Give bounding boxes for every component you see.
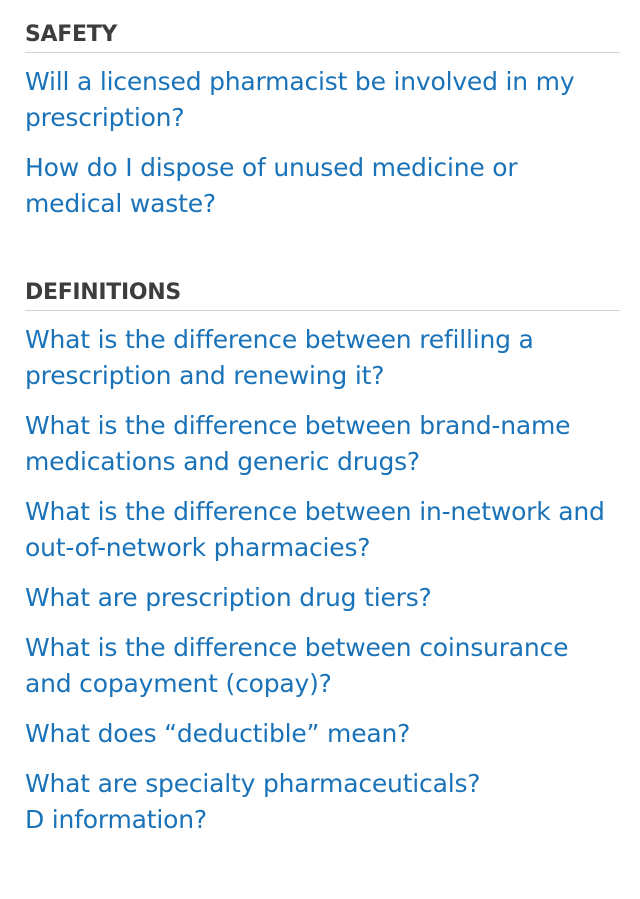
list-item: What does “deductible” mean? (25, 716, 620, 752)
faq-link-pharmacist-involvement[interactable]: Will a licensed pharmacist be involved i… (25, 67, 575, 132)
list-item: What is the difference between in-networ… (25, 494, 620, 566)
list-item: What is the difference between refilling… (25, 322, 620, 394)
list-item: What is the difference between coinsuran… (25, 630, 620, 702)
section-divider (25, 52, 620, 53)
list-item: Will a licensed pharmacist be involved i… (25, 64, 620, 136)
section-header-safety: SAFETY (25, 22, 118, 47)
list-item: What are specialty pharmaceuticals? D in… (25, 766, 620, 838)
list-item: What are prescription drug tiers? (25, 580, 620, 616)
faq-list-safety: Will a licensed pharmacist be involved i… (25, 64, 620, 222)
faq-link-coinsurance-vs-copay[interactable]: What is the difference between coinsuran… (25, 633, 569, 698)
faq-list-definitions: What is the difference between refilling… (25, 322, 620, 838)
section-safety: SAFETY Will a licensed pharmacist be inv… (25, 0, 620, 222)
faq-link-drug-tiers[interactable]: What are prescription drug tiers? (25, 583, 432, 612)
list-item: How do I dispose of unused medicine or m… (25, 150, 620, 222)
faq-link-deductible[interactable]: What does “deductible” mean? (25, 719, 411, 748)
faq-link-refill-vs-renew[interactable]: What is the difference between refilling… (25, 325, 534, 390)
section-definitions: DEFINITIONS What is the difference betwe… (25, 236, 620, 838)
faq-link-brand-vs-generic[interactable]: What is the difference between brand-nam… (25, 411, 571, 476)
faq-link-network-pharmacies[interactable]: What is the difference between in-networ… (25, 497, 605, 562)
section-header-definitions: DEFINITIONS (25, 280, 181, 305)
faq-link-specialty-pharmaceuticals[interactable]: What are specialty pharmaceuticals? D in… (25, 769, 481, 834)
faq-link-dispose-medicine[interactable]: How do I dispose of unused medicine or m… (25, 153, 518, 218)
section-divider (25, 310, 620, 311)
list-item: What is the difference between brand-nam… (25, 408, 620, 480)
